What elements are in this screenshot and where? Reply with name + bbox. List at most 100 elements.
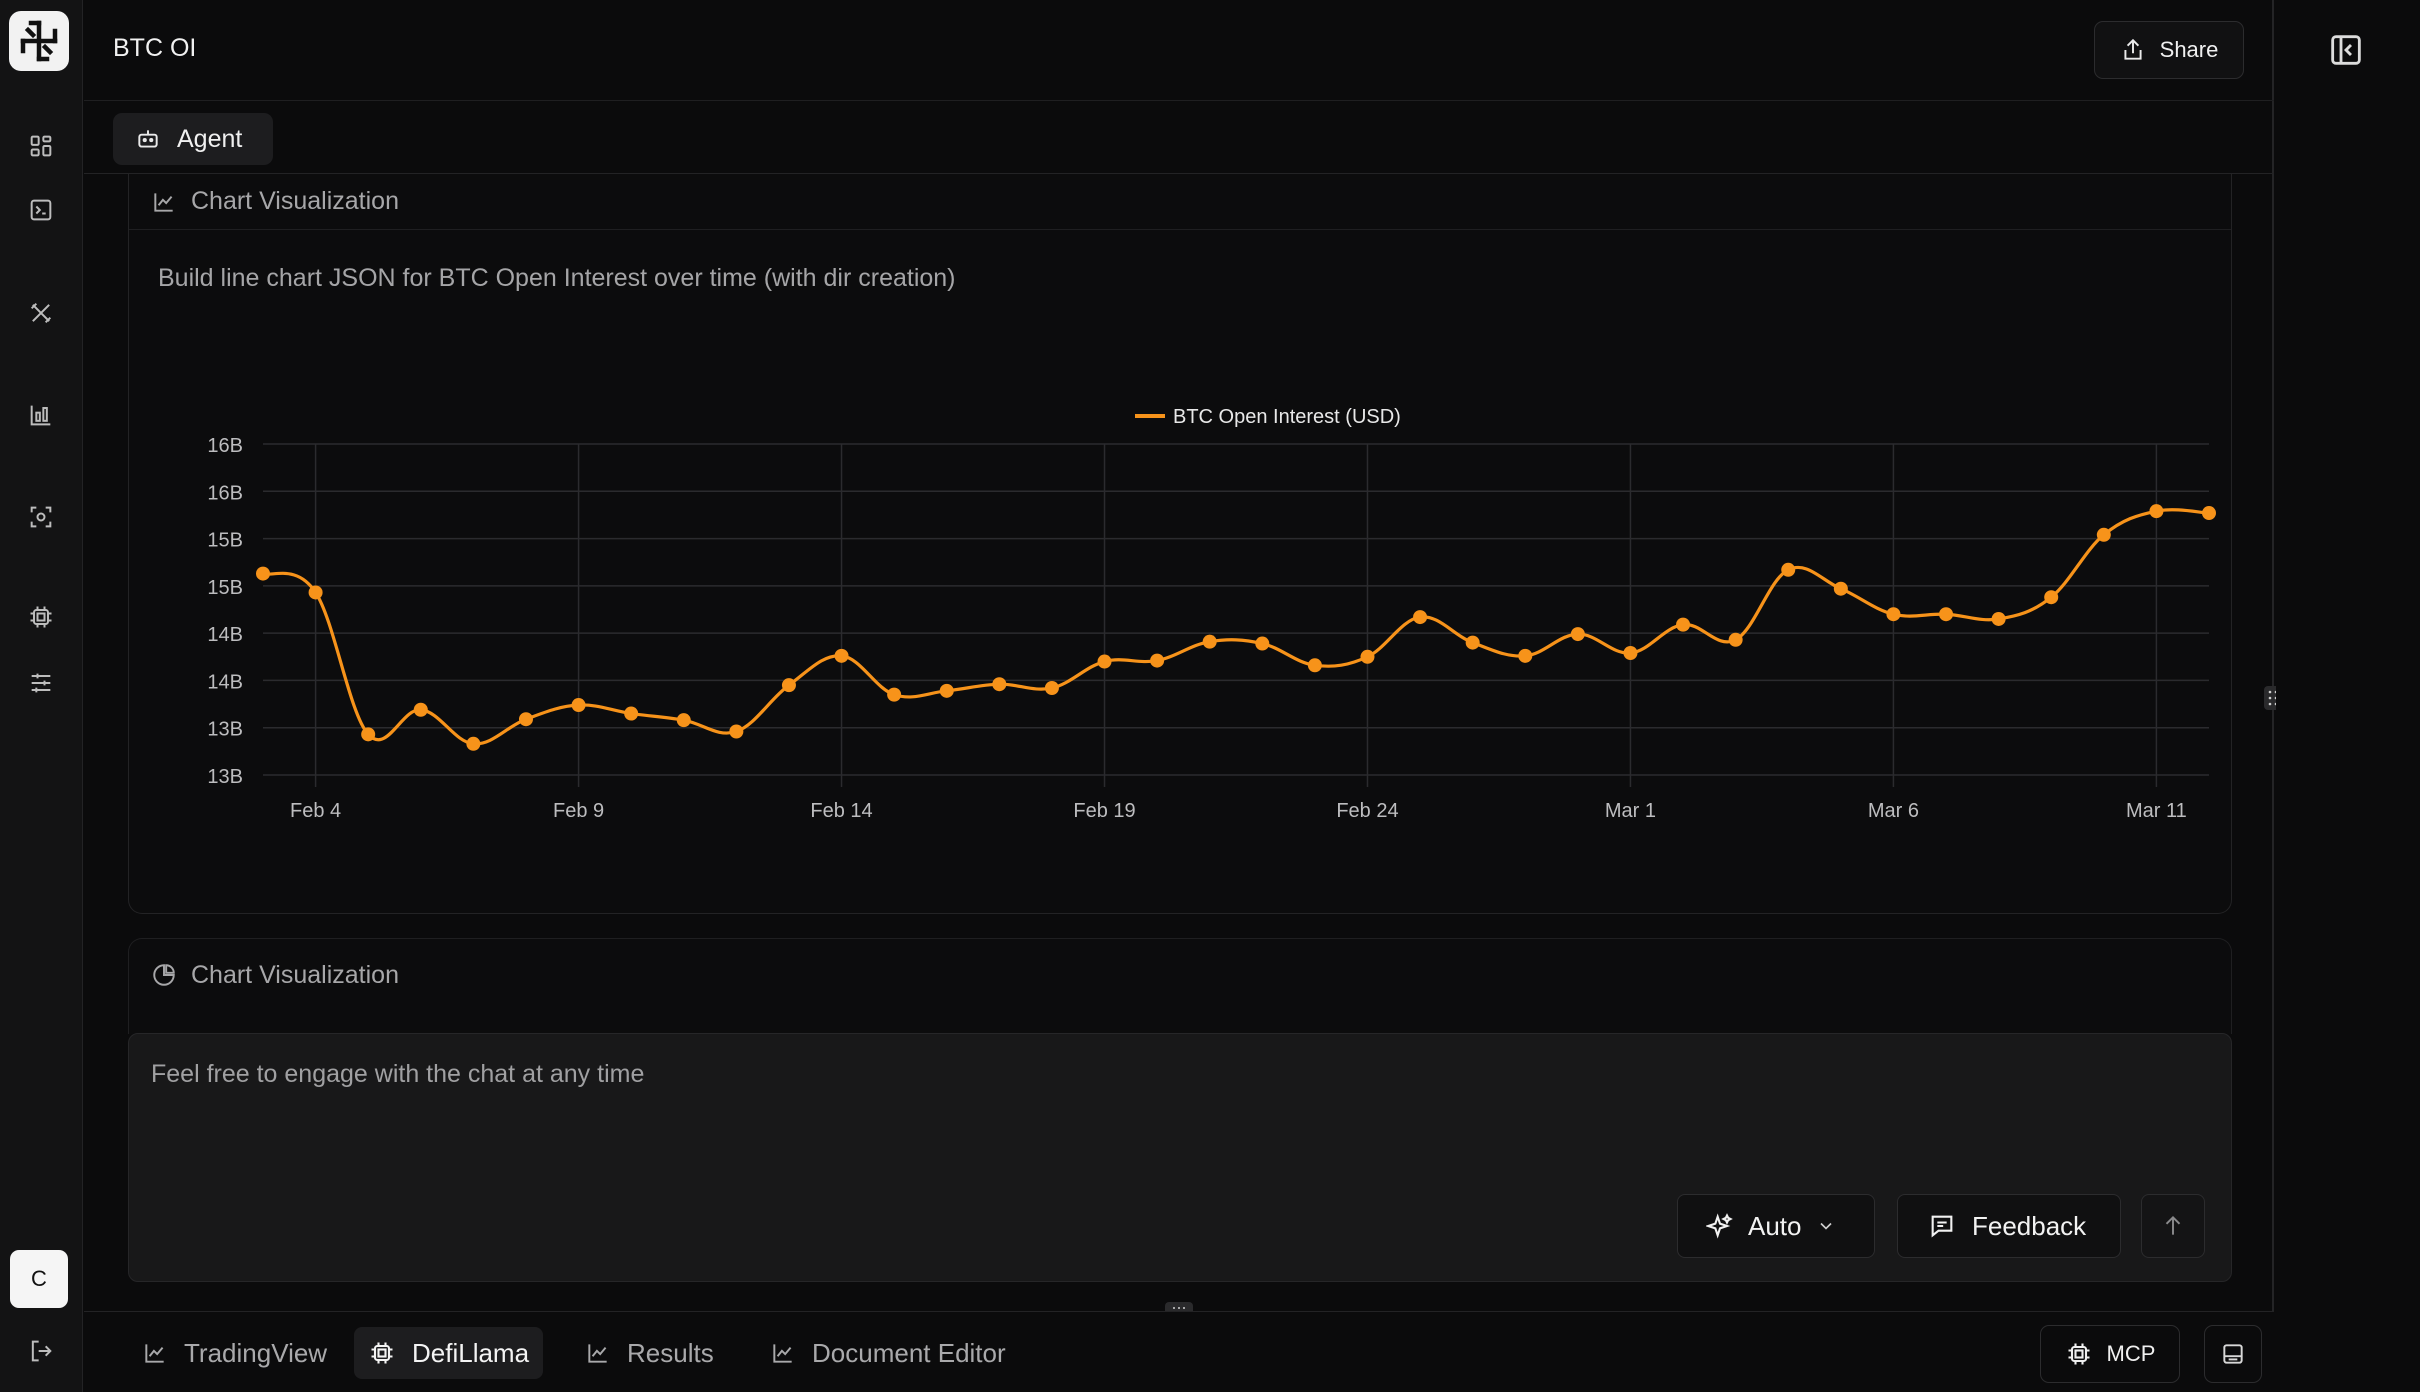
robot-icon — [138, 130, 158, 148]
agent-tab-bar: Agent — [84, 102, 2274, 174]
terminal-icon[interactable] — [22, 191, 60, 229]
x-tick-label: Mar 6 — [1868, 800, 1919, 822]
data-point — [729, 724, 744, 739]
data-point — [676, 713, 691, 728]
avatar[interactable]: C — [10, 1250, 68, 1308]
data-point — [1939, 607, 1954, 622]
panel-left-close-icon — [2331, 35, 2361, 65]
chart-card-2-title: Chart Visualization — [191, 960, 399, 989]
data-point — [1360, 649, 1375, 664]
y-tick-label: 16B — [207, 482, 243, 504]
share-button[interactable]: Share — [2094, 21, 2244, 79]
feedback-label: Feedback — [1972, 1210, 2087, 1241]
data-point — [1623, 646, 1638, 661]
app-logo[interactable] — [9, 11, 69, 71]
y-tick-label: 16B — [207, 435, 243, 457]
data-point — [624, 706, 639, 721]
tab-tradingview-label: TradingView — [184, 1337, 328, 1368]
x-tick-label: Feb 24 — [1336, 800, 1398, 822]
tab-tradingview[interactable]: TradingView — [128, 1327, 341, 1379]
data-point — [518, 712, 533, 727]
data-point — [571, 698, 586, 713]
tab-defillama[interactable]: DefiLlama — [354, 1327, 544, 1379]
data-point — [1833, 581, 1848, 596]
chart-line-icon — [588, 1344, 607, 1363]
data-point — [361, 727, 376, 742]
data-point — [781, 678, 796, 693]
data-point — [939, 683, 954, 698]
data-point — [256, 566, 270, 581]
chart-card-2-header: Chart Visualization — [129, 939, 2231, 1011]
data-point — [2202, 506, 2216, 521]
data-point — [834, 648, 849, 663]
feedback-button[interactable]: Feedback — [1897, 1194, 2121, 1258]
chart-line-icon — [145, 1344, 164, 1363]
logout-icon[interactable] — [22, 1332, 60, 1370]
chart-bar-icon[interactable] — [22, 396, 60, 434]
data-point — [1518, 648, 1533, 663]
data-point — [887, 687, 902, 702]
tab-defillama-label: DefiLlama — [412, 1337, 530, 1368]
data-point — [1150, 653, 1165, 668]
sliders-icon[interactable] — [22, 664, 60, 702]
chart-card: Chart Visualization Build line chart JSO… — [128, 174, 2232, 914]
data-point — [1886, 607, 1901, 622]
scan-icon[interactable] — [22, 498, 60, 536]
chevron-down-icon — [1819, 1222, 1832, 1230]
chart-description: Build line chart JSON for BTC Open Inter… — [158, 264, 956, 292]
chart-card-2: Chart Visualization — [128, 938, 2232, 1034]
y-tick-label: 13B — [207, 766, 243, 788]
tab-results[interactable]: Results — [571, 1327, 728, 1379]
y-tick-label: 13B — [207, 719, 243, 741]
series-line — [262, 508, 2210, 746]
x-tick-label: Feb 9 — [553, 800, 604, 822]
data-point — [1465, 635, 1480, 650]
top-bar: BTC OI Share — [84, 0, 2274, 101]
x-tick-label: Feb 14 — [810, 800, 872, 822]
x-tick-label: Mar 11 — [2126, 800, 2187, 822]
x-tick-label: Mar 1 — [1605, 800, 1656, 822]
share-icon — [2124, 38, 2142, 60]
y-tick-label: 15B — [207, 530, 243, 552]
tab-document-editor[interactable]: Document Editor — [756, 1327, 1020, 1379]
tab-results-label: Results — [627, 1337, 714, 1368]
mode-select[interactable]: Auto — [1677, 1194, 1875, 1258]
pie-chart-icon — [153, 964, 175, 986]
tools-icon[interactable] — [22, 294, 60, 332]
share-label: Share — [2159, 37, 2219, 62]
panel-bottom-icon — [2223, 1344, 2243, 1364]
chip-icon — [371, 1342, 393, 1364]
data-point — [1570, 627, 1585, 642]
data-point — [1307, 658, 1322, 673]
sparkles-icon — [1706, 1213, 1733, 1239]
data-point — [1413, 610, 1428, 625]
data-point — [1097, 654, 1112, 669]
data-point — [1991, 611, 2006, 626]
legend-label: BTC Open Interest (USD) — [1173, 406, 1401, 428]
panel-toggle-button[interactable] — [2204, 1325, 2262, 1383]
data-point — [1202, 634, 1217, 649]
data-point — [1781, 562, 1796, 577]
sidebar-collapse-button[interactable] — [2326, 30, 2366, 70]
send-button[interactable] — [2141, 1194, 2205, 1258]
tab-agent[interactable]: Agent — [113, 113, 273, 165]
logo-icon — [20, 20, 58, 62]
chat-input-placeholder: Feel free to engage with the chat at any… — [151, 1060, 645, 1088]
chip-icon[interactable] — [22, 598, 60, 636]
mcp-button[interactable]: MCP — [2040, 1325, 2180, 1383]
data-point — [2149, 504, 2164, 519]
chart-card-header: Chart Visualization — [129, 174, 2231, 230]
data-point — [2096, 527, 2111, 542]
data-point — [1044, 680, 1059, 695]
y-tick-label: 14B — [207, 624, 243, 646]
data-point — [413, 702, 428, 717]
mcp-label: MCP — [2106, 1341, 2156, 1366]
dashboard-icon[interactable] — [22, 127, 60, 165]
x-tick-label: Feb 19 — [1073, 800, 1135, 822]
message-square-icon — [1931, 1215, 1953, 1238]
chat-input[interactable]: Feel free to engage with the chat at any… — [128, 1033, 2232, 1282]
chart-line-icon — [773, 1344, 792, 1363]
data-point — [466, 736, 481, 751]
y-tick-label: 14B — [207, 671, 243, 693]
right-panel — [2276, 0, 2420, 1392]
